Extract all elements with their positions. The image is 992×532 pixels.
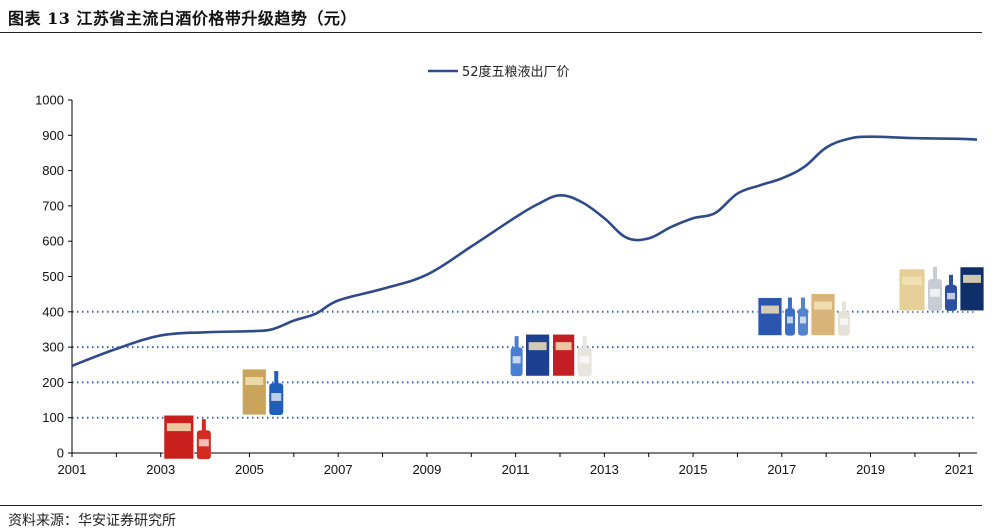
- y-tick-label: 900: [42, 128, 64, 143]
- product-image-5: [898, 266, 985, 312]
- product-images: [163, 266, 985, 460]
- box-label-icon: [813, 301, 832, 310]
- x-tick-label: 2007: [324, 462, 353, 477]
- bottle-label-icon: [786, 316, 793, 324]
- y-tick-label: 200: [42, 375, 64, 390]
- x-tick-label: 2015: [679, 462, 708, 477]
- gift-box-icon: [241, 368, 267, 416]
- bottle-neck-icon: [582, 336, 587, 349]
- bottle-label-icon: [512, 356, 521, 364]
- bottle-neck-icon: [949, 274, 954, 286]
- y-tick-label: 1000: [35, 93, 64, 108]
- gift-box-icon: [898, 268, 926, 312]
- gift-box-icon: [757, 297, 783, 336]
- y-tick-label: 300: [42, 340, 64, 355]
- figure-title: 图表 13 江苏省主流白酒价格带升级趋势（元）: [8, 9, 357, 28]
- box-label-icon: [760, 305, 779, 314]
- x-tick-label: 2017: [767, 462, 796, 477]
- bottle-label-icon: [579, 356, 590, 364]
- box-label-icon: [166, 423, 191, 432]
- source-note: 资料来源：华安证券研究所: [8, 513, 176, 529]
- axes: [71, 100, 977, 454]
- gift-box-icon: [810, 293, 836, 336]
- product-image-3: [510, 333, 592, 377]
- bottle-neck-icon: [514, 336, 519, 349]
- bottle-label-icon: [799, 316, 806, 324]
- bottle-neck-icon: [933, 266, 938, 281]
- bottle-label-icon: [839, 318, 848, 325]
- gift-box-icon: [163, 414, 195, 460]
- title-rule: [0, 32, 982, 33]
- x-tick-label: 2011: [502, 462, 530, 477]
- y-tick-label: 800: [42, 163, 64, 178]
- source-rule: [0, 505, 982, 506]
- bottle-label-icon: [271, 392, 282, 401]
- x-tick-label: 2021: [945, 462, 974, 477]
- series-line-0: [71, 135, 978, 368]
- product-image-4: [757, 293, 850, 336]
- x-tick-label: 2001: [58, 462, 87, 477]
- x-axis-ticks: 2001 2003 2005 2007 2009 2011 2013 2015 2017 2019…: [58, 453, 974, 477]
- bottle-neck-icon: [841, 301, 846, 312]
- product-image-2: [241, 368, 284, 416]
- bottle-label-icon: [198, 439, 209, 447]
- box-label-icon: [555, 342, 572, 351]
- y-axis-ticks: 0 100 200 300 400 500 600 700 800 900 1000: [35, 93, 72, 461]
- bottle-neck-icon: [787, 297, 792, 309]
- y-tick-label: 100: [42, 410, 64, 425]
- bottle-neck-icon: [201, 419, 206, 432]
- x-tick-label: 2009: [412, 462, 441, 477]
- x-tick-label: 2005: [235, 462, 264, 477]
- gift-box-icon: [525, 333, 551, 377]
- series-lines: [71, 135, 978, 368]
- x-tick-label: 2003: [146, 462, 175, 477]
- reference-lines: [72, 310, 977, 419]
- box-label-icon: [245, 376, 264, 385]
- bottle-neck-icon: [800, 297, 805, 309]
- y-tick-label: 0: [57, 446, 64, 461]
- box-label-icon: [528, 342, 547, 351]
- x-tick-label: 2013: [590, 462, 619, 477]
- box-label-icon: [963, 274, 982, 283]
- y-tick-label: 600: [42, 234, 64, 249]
- gift-box-icon: [959, 266, 985, 312]
- chart-legend: 52度五粮液出厂价: [428, 64, 570, 80]
- x-tick-label: 2019: [856, 462, 885, 477]
- y-tick-label: 400: [42, 304, 64, 319]
- gift-box-icon: [552, 333, 576, 377]
- box-label-icon: [902, 276, 923, 285]
- bottle-label-icon: [947, 292, 956, 300]
- y-tick-label: 700: [42, 198, 64, 213]
- bottle-label-icon: [930, 288, 941, 297]
- bottle-neck-icon: [274, 370, 279, 385]
- legend-label: 52度五粮液出厂价: [462, 64, 570, 80]
- product-image-1: [163, 414, 211, 460]
- y-tick-label: 500: [42, 269, 64, 284]
